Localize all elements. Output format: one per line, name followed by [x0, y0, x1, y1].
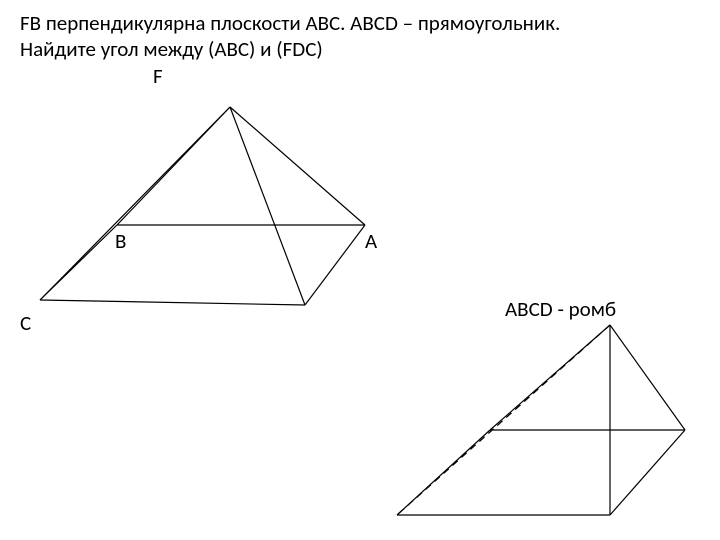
problem-line-2: Найдите угол между (АВС) и (FDC) — [20, 36, 700, 62]
problem-line-1: FB перпендикулярна плоскости АВС. ABCD –… — [20, 10, 700, 36]
problem-text: FB перпендикулярна плоскости АВС. ABCD –… — [20, 10, 700, 89]
vertex-label-a: А — [365, 228, 377, 254]
diagram-2 — [385, 315, 705, 530]
problem-line-3: F — [20, 63, 700, 89]
diagram-1 — [20, 95, 440, 325]
vertex-label-b: В — [115, 228, 126, 254]
vertex-label-c: С — [20, 310, 31, 336]
stage: FB перпендикулярна плоскости АВС. ABCD –… — [0, 0, 720, 540]
